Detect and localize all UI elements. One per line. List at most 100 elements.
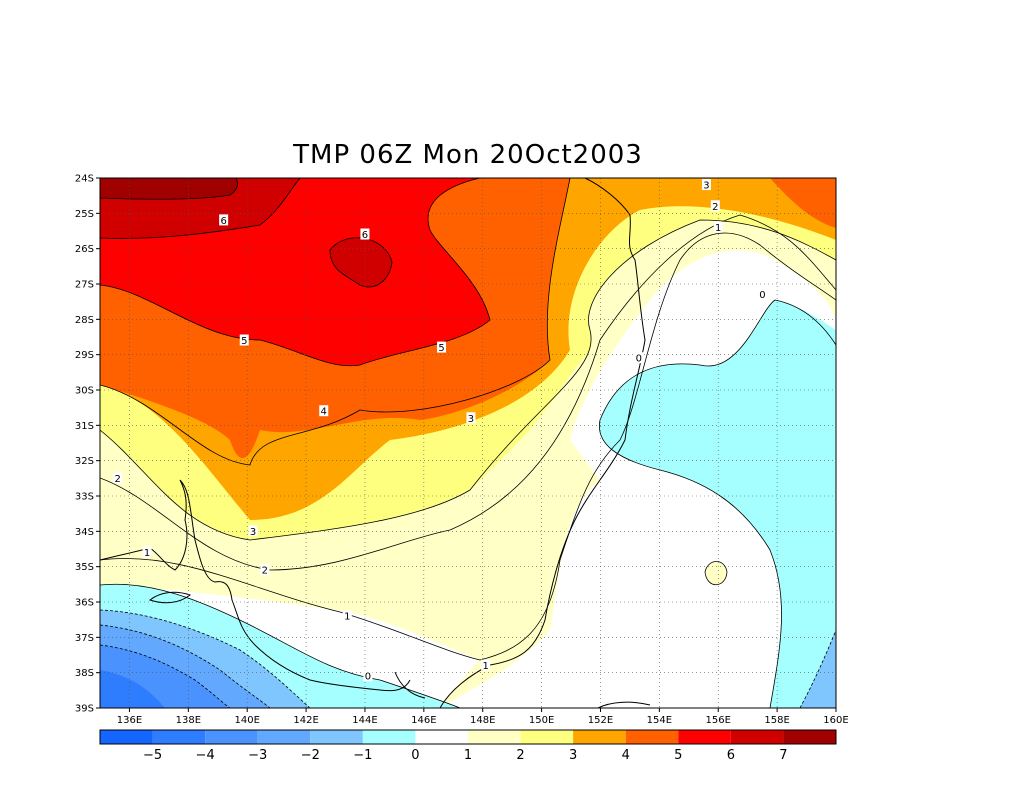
lat-tick-label: 39S	[75, 704, 94, 715]
colorbar-label: −2	[301, 748, 320, 763]
lon-tick-label: 140E	[234, 715, 259, 726]
lat-tick-label: 36S	[75, 598, 94, 609]
contour-label-bg	[219, 214, 229, 226]
lon-tick-label: 156E	[706, 715, 731, 726]
lon-axis: 136E 138E 140E 142E 144E 146E 148E 150E 152E 154E…	[117, 708, 849, 726]
colorbar-swatch	[678, 730, 731, 744]
colorbar-label: 0	[411, 748, 419, 763]
lat-tick-label: 38S	[75, 668, 94, 679]
contour-line-3	[329, 237, 393, 288]
contour-label-bg	[701, 179, 711, 191]
contour-label: 6	[362, 230, 368, 241]
colorbar-label: 1	[464, 748, 472, 763]
contour-line-2	[100, 178, 301, 239]
contour-label: 6	[220, 216, 226, 227]
contour-line-12	[704, 561, 728, 586]
lon-tick-label: 158E	[764, 715, 789, 726]
contour-label-bg	[239, 334, 249, 346]
colorbar-label: 3	[569, 748, 577, 763]
colorbar: −5 −4 −3 −2 −1 0 1 2 3 4 5 6 7	[99, 729, 837, 763]
band-minus5-minus4	[100, 670, 165, 708]
lon-tick-label: 144E	[352, 715, 377, 726]
lat-tick-label: 33S	[75, 492, 94, 503]
contour-label-bg	[319, 405, 329, 417]
contour-label: 1	[344, 612, 350, 623]
lon-tick-label: 150E	[529, 715, 554, 726]
colorbar-swatch	[730, 730, 784, 744]
lon-tick-label: 146E	[411, 715, 436, 726]
contour-line-16	[799, 629, 836, 708]
lat-tick-label: 29S	[75, 350, 94, 361]
contour-line-4	[100, 178, 491, 367]
colorbar-label: −4	[196, 748, 215, 763]
lon-tick-label: 160E	[823, 715, 848, 726]
coastline	[100, 178, 651, 708]
lat-tick-label: 30S	[75, 386, 94, 397]
colorbar-swatch	[783, 730, 836, 744]
contour-label: 5	[241, 336, 247, 347]
contour-label: 0	[636, 354, 642, 365]
warm-island-1-2	[705, 561, 727, 585]
lat-tick-label: 35S	[75, 562, 94, 573]
contour-label: 1	[482, 661, 488, 672]
colorbar-label: 4	[622, 748, 630, 763]
colorbar-swatch	[152, 730, 206, 744]
contour-label-bg	[113, 472, 123, 484]
contour-label: 5	[438, 343, 444, 354]
lat-tick-label: 37S	[75, 633, 94, 644]
plot-frame	[99, 177, 837, 709]
colorbar-swatch	[257, 730, 311, 744]
lon-tick-label: 152E	[588, 715, 613, 726]
colorbar-label: 6	[727, 748, 735, 763]
contour-label-bg	[363, 670, 373, 682]
contour-label-bg	[481, 659, 491, 671]
band-6-7-center	[330, 237, 392, 288]
colorbar-swatch	[625, 730, 679, 744]
contour-line-7	[100, 214, 836, 571]
contour-label: 3	[703, 181, 709, 192]
colorbar-label: −1	[353, 748, 372, 763]
colorbar-swatch	[415, 730, 468, 744]
band-7-plus	[100, 178, 238, 200]
contour-label: 2	[114, 474, 120, 485]
contour-line-14	[100, 624, 271, 708]
contour-label-bg	[757, 288, 767, 300]
colorbar-swatch	[362, 730, 416, 744]
lat-tick-label: 28S	[75, 315, 94, 326]
contour-label: 1	[715, 223, 721, 234]
contour-label: 2	[262, 566, 268, 577]
contour-label-bg	[634, 352, 644, 364]
contour-label-bg	[466, 412, 476, 424]
contour-line-1	[100, 178, 239, 200]
contour-line-13	[100, 609, 311, 708]
contour-label: 2	[712, 202, 718, 213]
contour-label-bg	[713, 221, 723, 233]
lat-tick-label: 32S	[75, 456, 94, 467]
colorbar-label: 7	[779, 748, 787, 763]
contour-label: 4	[321, 407, 327, 418]
band-minus2-minus1-east	[800, 630, 836, 708]
lat-axis: 24S 25S 26S 27S 28S 29S 30S 31S 32S 33S 34S 35S 36S 3…	[75, 174, 100, 715]
contour-label-bg	[360, 228, 370, 240]
lon-tick-label: 148E	[470, 715, 495, 726]
colorbar-swatch	[205, 730, 258, 744]
lat-tick-label: 31S	[75, 421, 94, 432]
colorbar-swatch	[310, 730, 363, 744]
colorbar-label: −5	[143, 748, 162, 763]
contour-line-5	[100, 178, 571, 466]
colorbar-swatch	[100, 730, 153, 744]
contour-line-15	[100, 644, 231, 708]
contour-label: 0	[365, 672, 371, 683]
lat-tick-label: 25S	[75, 209, 94, 220]
lon-tick-label: 142E	[293, 715, 318, 726]
lat-tick-label: 27S	[75, 280, 94, 291]
contour-label: 3	[468, 414, 474, 425]
contour-label-bg	[437, 341, 447, 353]
contour-line-11	[598, 419, 782, 708]
lon-tick-label: 136E	[117, 715, 142, 726]
contour-label-bg	[260, 564, 270, 576]
contour-label: 3	[250, 527, 256, 538]
colorbar-swatch	[573, 730, 626, 744]
